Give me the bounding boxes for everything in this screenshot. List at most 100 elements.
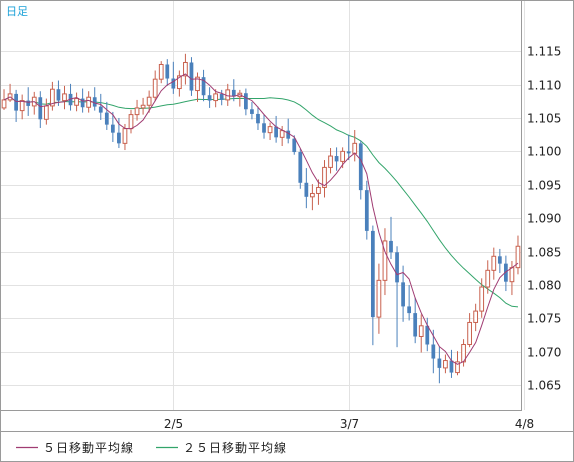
candle-body-down — [286, 130, 291, 139]
candle-body-down — [98, 106, 103, 113]
candle-body-down — [219, 93, 224, 100]
candle-body-up — [340, 150, 346, 162]
price-tick-label: 1.065 — [527, 379, 561, 393]
candle-body-up — [328, 155, 333, 168]
candle-body-up — [316, 186, 321, 194]
candle-body-up — [509, 267, 515, 283]
candle-body-up — [50, 88, 55, 107]
candle-body-up — [195, 76, 200, 92]
candle-body-up — [382, 240, 388, 281]
price-tick-label: 1.095 — [527, 179, 561, 193]
candle-body-down — [231, 89, 236, 97]
candle-body-up — [443, 360, 448, 369]
candle-body-up — [473, 310, 479, 323]
date-tick-label: 4/8 — [515, 417, 534, 431]
candle-body-down — [256, 113, 260, 124]
candle-body-down — [207, 95, 212, 101]
candle-body-up — [86, 96, 92, 108]
candle-body-down — [56, 89, 61, 101]
candle-body-down — [401, 282, 405, 307]
price-tick-label: 1.110 — [527, 79, 561, 93]
candle-body-down — [304, 182, 309, 197]
candle-body-down — [298, 152, 303, 183]
candle-body-down — [413, 313, 418, 337]
legend: ５日移動平均線 ２５日移動平均線 — [16, 440, 287, 455]
candles-layer — [1, 53, 521, 384]
period-label: 日足 — [6, 5, 28, 18]
candle-body-up — [62, 93, 67, 102]
candle-body-up — [74, 98, 79, 106]
candle-body-down — [80, 98, 85, 108]
candle-body-up — [140, 104, 146, 109]
candle-body-up — [1, 99, 7, 109]
price-axis: 1.065 1.070 1.075 1.080 1.085 1.090 1.095 1.100… — [527, 45, 561, 393]
candle-body-down — [395, 252, 399, 283]
candle-body-up — [146, 96, 152, 106]
candle-body-up — [455, 361, 460, 374]
ma5-line — [3, 73, 519, 365]
candle-body-up — [418, 325, 424, 337]
price-tick-label: 1.105 — [527, 112, 561, 126]
candle-body-down — [274, 126, 278, 138]
price-tick-label: 1.115 — [527, 45, 561, 59]
ma5-layer — [3, 73, 519, 365]
candle-body-down — [364, 190, 369, 231]
candle-body-down — [389, 240, 393, 253]
candle-body-down — [250, 109, 254, 114]
price-tick-label: 1.070 — [527, 346, 561, 360]
candle-body-up — [134, 107, 140, 116]
candle-body-up — [183, 61, 188, 77]
price-tick-label: 1.090 — [527, 212, 561, 226]
candle-body-up — [122, 128, 128, 144]
candle-body-down — [165, 64, 170, 79]
price-tick-label: 1.075 — [527, 312, 561, 326]
candle-body-down — [201, 77, 206, 96]
candle-body-up — [176, 75, 182, 90]
candle-body-down — [26, 100, 31, 106]
date-axis: 2/53/74/85/8 — [164, 417, 534, 431]
candle-body-down — [14, 93, 18, 111]
candle-body-down — [334, 156, 339, 162]
candle-body-down — [110, 124, 115, 133]
candle-body-up — [485, 269, 491, 288]
price-tick-label: 1.100 — [527, 145, 561, 159]
candle-body-up — [310, 192, 315, 198]
candle-body-up — [515, 245, 521, 269]
legend-label: ２５日移動平均線 — [183, 440, 287, 455]
candle-body-down — [449, 360, 454, 373]
legend-label: ５日移動平均線 — [43, 440, 134, 455]
price-tick-label: 1.085 — [527, 246, 561, 260]
candle-body-down — [292, 138, 297, 153]
candle-body-down — [68, 93, 73, 106]
candle-body-down — [504, 263, 508, 282]
candle-body-up — [491, 255, 497, 271]
candle-body-down — [407, 306, 412, 314]
candle-body-up — [467, 321, 472, 346]
candle-body-down — [189, 62, 194, 91]
candle-body-up — [43, 105, 49, 120]
candle-body-down — [38, 97, 43, 120]
date-tick-label: 2/5 — [164, 417, 183, 431]
candle-body-up — [279, 130, 285, 138]
candle-body-down — [244, 93, 248, 110]
candle-body-down — [370, 230, 375, 318]
candle-body-down — [425, 325, 430, 345]
candle-body-down — [117, 132, 121, 144]
candle-body-up — [152, 78, 158, 98]
price-tick-label: 1.080 — [527, 279, 561, 293]
candle-body-up — [352, 142, 358, 154]
candle-body-down — [262, 123, 266, 133]
candle-body-up — [376, 279, 382, 318]
date-tick-label: 3/7 — [340, 417, 359, 431]
candle-body-up — [128, 114, 134, 130]
candle-body-up — [19, 100, 25, 112]
candle-body-down — [104, 112, 109, 125]
candle-body-down — [346, 151, 351, 154]
candle-body-down — [171, 78, 176, 89]
candle-body-up — [267, 126, 273, 134]
candle-body-up — [479, 286, 485, 312]
candle-body-down — [358, 143, 363, 191]
candle-body-down — [437, 358, 442, 368]
